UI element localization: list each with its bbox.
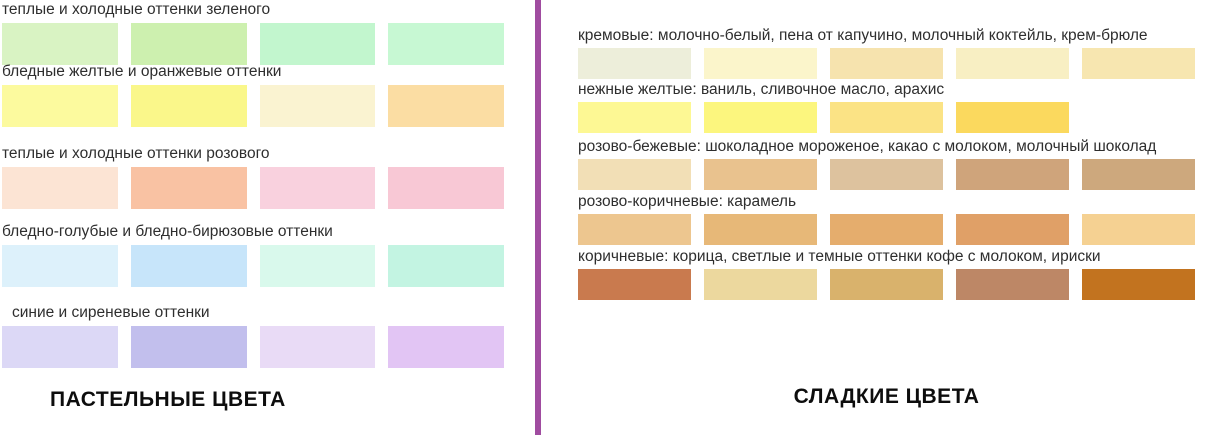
palette-group-blues-turquoise: бледно-голубые и бледно-бирюзовые оттенк… [2,222,504,287]
color-swatch [130,85,247,127]
vertical-divider [535,0,541,435]
color-swatch [2,326,118,368]
palette-group-soft-yellows: нежные желтые: ваниль, сливочное масло, … [578,80,1195,133]
color-swatch [830,102,943,133]
color-swatch [130,326,247,368]
color-swatch [578,214,691,245]
color-swatch [830,48,943,79]
palette-group-label: розово-коричневые: карамель [578,193,797,210]
color-swatch [1082,48,1195,79]
palette-group-label: розово-бежевые: шоколадное мороженое, ка… [578,138,1157,155]
swatch-row [578,102,1195,133]
color-swatch [956,159,1069,190]
color-swatch [830,214,943,245]
color-swatch [956,269,1069,300]
color-swatch [2,85,118,127]
palette-group-pink-browns: розово-коричневые: карамель [578,192,1195,245]
palette-group-label: бледные желтые и оранжевые оттенки [2,63,282,80]
color-swatch [956,214,1069,245]
palette-group-label: синие и сиреневые оттенки [12,304,210,321]
color-swatch [259,245,376,287]
color-swatch [1082,269,1195,300]
swatch-row [2,326,504,368]
color-swatch [704,159,817,190]
swatch-row [2,167,504,209]
color-swatch [578,159,691,190]
color-swatch [2,245,118,287]
pastel-colors-title: ПАСТЕЛЬНЫЕ ЦВЕТА [50,388,286,411]
color-swatch [259,167,376,209]
swatch-row [578,48,1195,79]
palette-group-blues-lilacs: синие и сиреневые оттенки [2,303,504,368]
palette-group-yellows-oranges: бледные желтые и оранжевые оттенки [2,62,504,127]
palette-group-label: теплые и холодные оттенки зеленого [2,1,271,18]
swatch-row [578,159,1195,190]
palette-group-creams: кремовые: молочно-белый, пена от капучин… [578,26,1195,79]
color-swatch [388,167,504,209]
color-swatch [1082,214,1195,245]
color-swatch [259,85,376,127]
color-swatch [259,326,376,368]
swatch-row [578,269,1195,300]
palette-group-label: нежные желтые: ваниль, сливочное масло, … [578,81,945,98]
palette-group-label: бледно-голубые и бледно-бирюзовые оттенк… [2,223,333,240]
color-swatch [2,167,118,209]
pastel-colors-panel: теплые и холодные оттенки зеленого бледн… [2,0,504,435]
swatch-row [2,23,504,65]
color-swatch [578,269,691,300]
palette-group-pink-beiges: розово-бежевые: шоколадное мороженое, ка… [578,137,1195,190]
color-swatch [704,48,817,79]
color-swatch [704,214,817,245]
palette-group-pinks: теплые и холодные оттенки розового [2,144,504,209]
color-swatch [388,326,504,368]
color-swatch [1082,159,1195,190]
sweet-colors-title: СЛАДКИЕ ЦВЕТА [793,385,980,408]
color-swatch [259,23,376,65]
color-swatch [130,245,247,287]
palette-group-label: коричневые: корица, светлые и темные отт… [578,248,1101,265]
color-swatch [956,102,1069,133]
color-swatch [578,48,691,79]
color-swatch [704,269,817,300]
swatch-row [2,245,504,287]
palette-group-browns: коричневые: корица, светлые и темные отт… [578,247,1195,300]
color-swatch [388,23,504,65]
color-swatch [578,102,691,133]
color-swatch [2,23,118,65]
swatch-row [578,214,1195,245]
color-swatch [704,102,817,133]
color-swatch [956,48,1069,79]
color-swatch [130,167,247,209]
color-swatch [388,245,504,287]
color-swatch [830,269,943,300]
sweet-colors-panel: кремовые: молочно-белый, пена от капучин… [578,0,1195,435]
color-swatch [388,85,504,127]
palette-group-greens: теплые и холодные оттенки зеленого [2,0,504,65]
palette-group-label: теплые и холодные оттенки розового [2,145,270,162]
color-swatch [130,23,247,65]
palette-group-label: кремовые: молочно-белый, пена от капучин… [578,27,1148,44]
color-swatch [830,159,943,190]
swatch-row [2,85,504,127]
